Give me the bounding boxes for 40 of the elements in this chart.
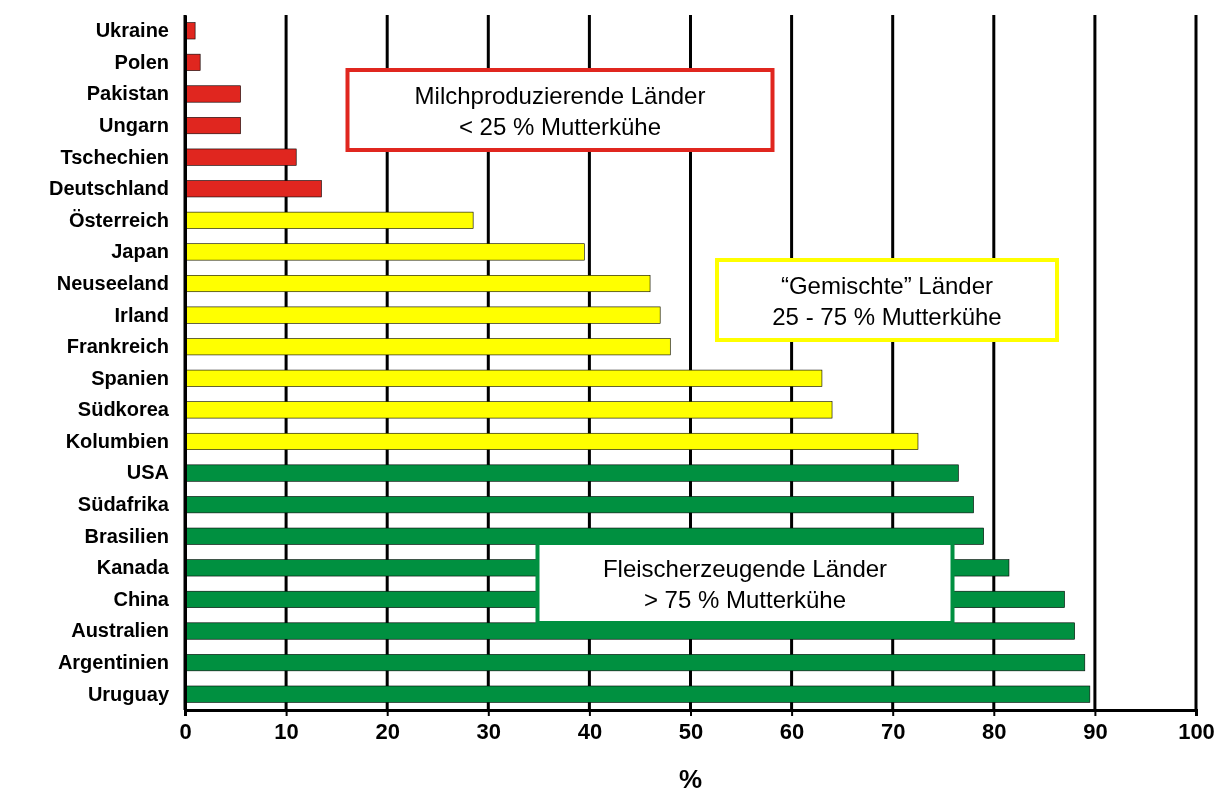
y-tick-label: Uruguay	[87, 682, 170, 705]
annotation: “Gemischte” Länder 25 - 75 % Mutterkühe	[772, 272, 1002, 330]
text-box: Fleischerzeugende Länder > 75 % Mutterkühe	[535, 541, 955, 625]
y-tick-label: Argentinien	[57, 651, 169, 674]
x-tick-label: 80	[982, 718, 1007, 744]
text-box: Milchproduzierende Länder < 25 % Mutterkühe	[345, 68, 775, 152]
y-tick-label: Südkorea	[77, 398, 170, 421]
x-tick-label: 40	[577, 718, 603, 744]
y-tick-label: Irland	[114, 303, 169, 326]
x-tick-label: 60	[779, 718, 805, 744]
y-tick-label: Polen	[114, 50, 169, 73]
y-tick-label: Spanien	[91, 366, 169, 389]
y-tick-label: Neuseeland	[56, 271, 169, 294]
x-tick-label: 50	[678, 718, 704, 744]
x-tick-label: 70	[880, 718, 906, 744]
y-tick-label: Südafrika	[77, 493, 170, 516]
y-tick-label: Ukraine	[95, 19, 169, 42]
y-tick-label: Österreich	[68, 208, 169, 231]
y-tick-label: Japan	[111, 240, 169, 263]
y-tick-label: Kanada	[96, 556, 170, 579]
y-tick-label: Australien	[71, 619, 169, 642]
y-tick-label: Deutschland	[48, 177, 169, 200]
y-tick-label: Kolumbien	[65, 429, 169, 452]
x-tick-label: 90	[1083, 718, 1108, 744]
annotation: Fleischerzeugende Länder > 75 % Mutterkühe	[602, 555, 888, 613]
y-tick-label: Ungarn	[99, 113, 169, 136]
y-tick-label: Brasilien	[84, 524, 169, 547]
y-tick-label: Frankreich	[66, 335, 169, 358]
x-tick-label: 10	[274, 718, 299, 744]
y-tick-label: Tschechien	[60, 145, 169, 168]
x-tick-label: 0	[179, 718, 192, 744]
annotation: Milchproduzierende Länder < 25 % Mutterkühe	[414, 82, 706, 140]
text-box: “Gemischte” Länder 25 - 75 % Mutterkühe	[715, 258, 1059, 342]
x-tick-label: 30	[476, 718, 502, 744]
y-tick-label: China	[113, 587, 170, 610]
x-axis-title: %	[678, 764, 703, 794]
x-tick-label: 20	[375, 718, 400, 744]
y-tick-label: Pakistan	[86, 82, 169, 105]
y-tick-label: USA	[126, 461, 169, 484]
x-tick-label: 100	[1178, 718, 1215, 744]
